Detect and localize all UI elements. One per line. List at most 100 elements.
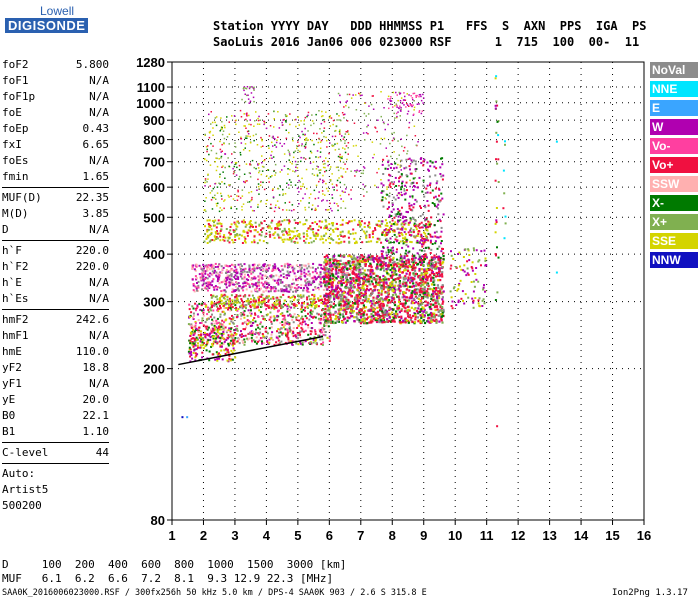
echo-point: [323, 261, 326, 264]
echo-point: [246, 114, 248, 116]
echo-point: [411, 266, 414, 269]
echo-point: [353, 316, 356, 319]
echo-point: [437, 267, 440, 270]
echo-point: [329, 280, 332, 283]
echo-point: [191, 305, 194, 308]
echo-point: [335, 265, 338, 268]
echo-point: [347, 261, 350, 264]
echo-point: [279, 171, 281, 173]
echo-point: [235, 161, 238, 164]
echo-point: [317, 156, 320, 159]
echo-point: [427, 239, 430, 242]
echo-point: [310, 313, 313, 316]
echo-point: [322, 241, 325, 244]
echo-point: [332, 239, 335, 242]
echo-point: [245, 94, 248, 97]
echo-point: [382, 274, 385, 278]
echo-point: [423, 321, 427, 325]
echo-point: [264, 270, 267, 273]
echo-point: [289, 300, 292, 303]
echo-point: [287, 303, 290, 306]
echo-point: [244, 294, 247, 297]
echo-point: [199, 278, 202, 281]
echo-point: [241, 242, 244, 244]
y-tick-label: 700: [143, 155, 165, 170]
echo-point: [312, 233, 315, 236]
echo-point: [276, 318, 279, 321]
echo-point: [332, 123, 334, 126]
echo-point: [321, 190, 324, 192]
echo-point: [371, 291, 374, 294]
echo-point: [322, 316, 325, 319]
echo-point: [221, 133, 224, 136]
echo-point: [440, 273, 444, 276]
echo-point: [227, 157, 229, 159]
echo-point: [202, 263, 205, 266]
echo-point: [283, 165, 286, 167]
echo-point: [288, 201, 291, 203]
echo-point: [407, 269, 410, 272]
echo-point: [188, 316, 191, 318]
echo-point: [353, 219, 356, 222]
echo-point: [245, 278, 248, 281]
echo-point: [242, 219, 245, 222]
echo-point: [331, 173, 333, 175]
echo-point: [282, 233, 285, 236]
echo-point: [388, 299, 391, 302]
echo-point: [336, 113, 338, 115]
echo-point: [255, 331, 258, 334]
echo-point: [210, 149, 213, 152]
echo-point: [335, 125, 338, 127]
echo-point: [360, 294, 363, 297]
echo-point: [244, 328, 246, 331]
echo-point: [287, 336, 290, 339]
echo-point: [378, 277, 381, 280]
echo-point: [399, 263, 402, 266]
echo-point: [427, 284, 430, 287]
echo-point: [224, 177, 226, 179]
echo-point: [382, 304, 385, 307]
echo-point: [278, 299, 281, 302]
echo-point: [308, 206, 310, 209]
echo-point: [296, 332, 299, 335]
echo-point: [220, 345, 223, 348]
echo-point: [210, 302, 213, 305]
echo-point: [248, 312, 251, 314]
echo-point: [357, 277, 360, 280]
echo-point: [260, 305, 263, 308]
echo-point: [292, 294, 295, 297]
echo-point: [262, 240, 265, 243]
echo-point: [238, 338, 241, 341]
echo-point: [214, 183, 216, 185]
echo-point: [264, 286, 267, 289]
echo-point: [197, 280, 200, 283]
echo-point: [306, 273, 309, 276]
echo-point: [346, 222, 349, 225]
echo-point: [369, 308, 372, 311]
echo-point: [355, 266, 358, 269]
echo-point: [260, 268, 263, 271]
echo-point: [404, 99, 407, 101]
echo-point: [348, 263, 351, 266]
echo-point: [280, 296, 283, 299]
echo-point: [250, 164, 252, 166]
echo-point: [345, 272, 348, 274]
echo-point: [260, 200, 262, 202]
echo-point: [211, 239, 214, 241]
echo-point: [432, 276, 435, 279]
plot-frame: [171, 61, 645, 521]
echo-point: [189, 323, 192, 326]
echo-point: [235, 316, 238, 319]
echo-point: [222, 304, 225, 307]
echo-point: [291, 343, 293, 346]
echo-point: [304, 133, 306, 136]
echo-point: [249, 225, 252, 228]
echo-point: [342, 279, 345, 281]
echo-point: [190, 333, 193, 335]
echo-point: [382, 286, 385, 289]
echo-point: [323, 301, 326, 304]
echo-point: [230, 273, 233, 276]
echo-point: [297, 174, 299, 177]
echo-point: [369, 263, 372, 266]
echo-point: [285, 129, 287, 131]
